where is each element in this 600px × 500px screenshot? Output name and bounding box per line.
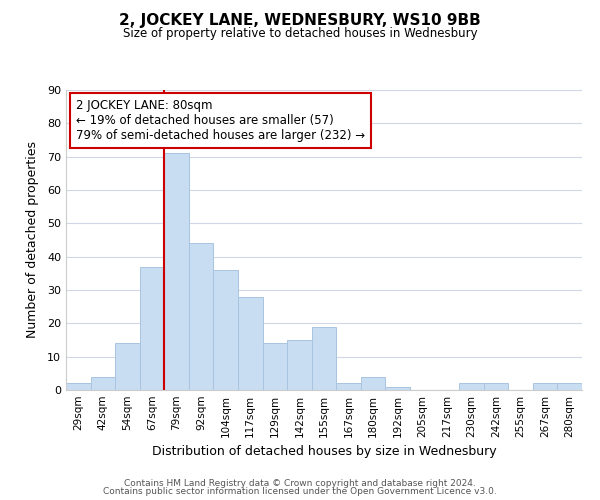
Text: 2, JOCKEY LANE, WEDNESBURY, WS10 9BB: 2, JOCKEY LANE, WEDNESBURY, WS10 9BB: [119, 12, 481, 28]
Bar: [533, 384, 557, 390]
Bar: [287, 340, 312, 390]
Text: 2 JOCKEY LANE: 80sqm
← 19% of detached houses are smaller (57)
79% of semi-detac: 2 JOCKEY LANE: 80sqm ← 19% of detached h…: [76, 99, 365, 142]
Bar: [214, 270, 238, 390]
Bar: [459, 384, 484, 390]
Bar: [66, 384, 91, 390]
Y-axis label: Number of detached properties: Number of detached properties: [26, 142, 38, 338]
Bar: [115, 344, 140, 390]
Bar: [164, 154, 189, 390]
Bar: [263, 344, 287, 390]
Bar: [312, 326, 336, 390]
Text: Contains public sector information licensed under the Open Government Licence v3: Contains public sector information licen…: [103, 487, 497, 496]
Bar: [91, 376, 115, 390]
Bar: [385, 386, 410, 390]
Bar: [336, 384, 361, 390]
Text: Contains HM Land Registry data © Crown copyright and database right 2024.: Contains HM Land Registry data © Crown c…: [124, 478, 476, 488]
Bar: [557, 384, 582, 390]
Bar: [140, 266, 164, 390]
Bar: [361, 376, 385, 390]
Bar: [189, 244, 214, 390]
Bar: [484, 384, 508, 390]
Bar: [238, 296, 263, 390]
Text: Size of property relative to detached houses in Wednesbury: Size of property relative to detached ho…: [122, 28, 478, 40]
X-axis label: Distribution of detached houses by size in Wednesbury: Distribution of detached houses by size …: [152, 446, 496, 458]
